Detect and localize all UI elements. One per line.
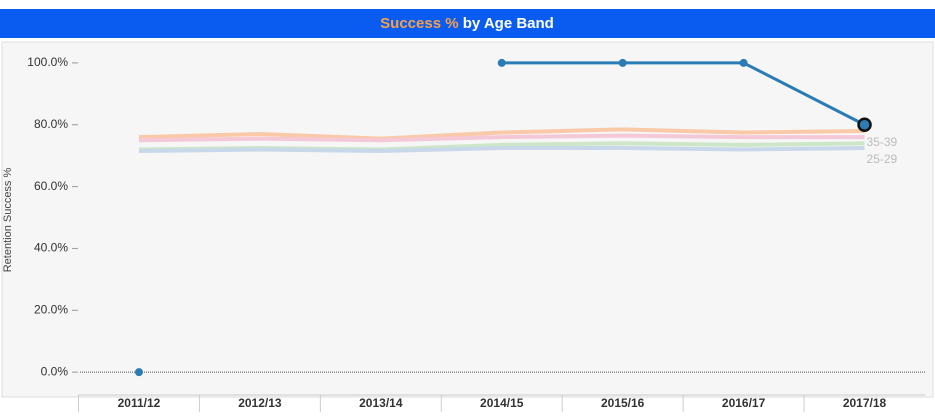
- series-line: [138, 127, 865, 141]
- y-tick-label: 0.0%: [41, 364, 69, 378]
- series-label: 35-39: [867, 135, 898, 149]
- x-tick-label: 2012/13: [238, 396, 282, 410]
- x-tick-label: 2017/18: [843, 396, 887, 410]
- y-tick-label: 40.0%: [34, 241, 68, 255]
- series-line: [501, 61, 866, 127]
- y-tick-label: 60.0%: [34, 179, 68, 193]
- series-label: 25-29: [867, 152, 898, 166]
- data-point: [618, 58, 627, 67]
- data-point: [739, 58, 748, 67]
- title-rest: by Age Band: [463, 15, 554, 32]
- title-bar: [0, 9, 935, 38]
- series-line: [138, 133, 865, 143]
- plot-background: [1, 41, 934, 398]
- data-point: [497, 58, 506, 67]
- data-point: [857, 117, 872, 133]
- data-point: [134, 368, 143, 377]
- x-tick-label: 2014/15: [480, 396, 524, 410]
- series-line: [138, 145, 865, 154]
- y-tick-label: 100.0%: [27, 55, 68, 69]
- x-tick-label: 2011/12: [118, 396, 161, 410]
- title-highlight: Success %: [380, 15, 458, 32]
- x-tick-label: 2013/14: [359, 396, 403, 410]
- y-tick-label: 20.0%: [34, 302, 68, 316]
- chart-title: Success % by Age Band: [380, 15, 554, 32]
- y-tick-label: 80.0%: [34, 117, 68, 131]
- x-tick-label: 2016/17: [722, 396, 766, 410]
- x-tick-label: 2015/16: [601, 396, 645, 410]
- y-axis-label: Retention Success %: [2, 168, 14, 273]
